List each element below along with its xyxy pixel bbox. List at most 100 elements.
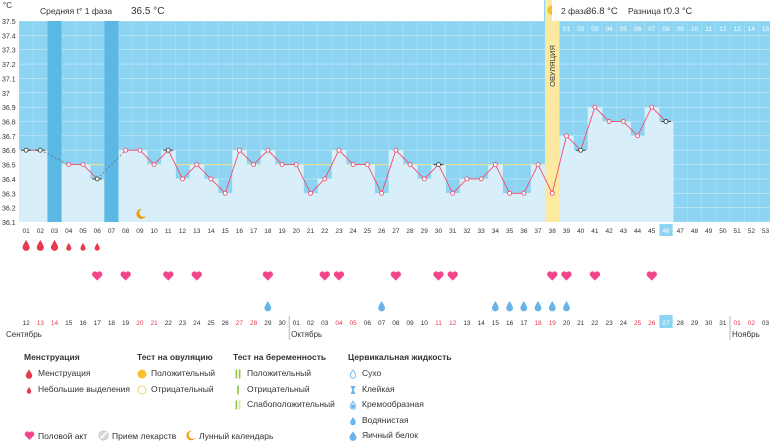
sticky-icon — [350, 385, 356, 394]
calendar-date-label: 14 — [478, 320, 486, 327]
legend-cervical: Цервикальная жидкость Сухо Клейкая Кремо… — [348, 352, 451, 446]
cycle-day-label: 22 — [321, 228, 329, 235]
temperature-line-segment — [139, 149, 155, 165]
ovulation-negative-icon — [137, 385, 147, 394]
temperature-point — [364, 162, 370, 168]
calendar-date-label: 20 — [136, 320, 144, 327]
small-blood-drop-icon — [66, 243, 72, 251]
phase2-label: 2 фаза — [561, 6, 589, 16]
temperature-line-segment — [310, 178, 326, 194]
cycle-day-label: 29 — [421, 228, 429, 235]
temperature-line-segment — [167, 150, 183, 180]
y-tick-label: 36.8 — [2, 120, 16, 127]
temperature-bar — [161, 150, 176, 222]
cycle-day-label: 49 — [705, 228, 713, 235]
cycle-day-label: 47 — [677, 228, 685, 235]
heart-icon — [262, 271, 274, 281]
cycle-day-label: 51 — [733, 228, 741, 235]
temperature-bar — [189, 164, 205, 222]
cycle-day-label: 10 — [150, 228, 158, 235]
egg-white-drop-icon — [264, 301, 272, 312]
temperature-bar — [232, 150, 247, 222]
temperature-point — [535, 162, 541, 168]
temperature-bar — [274, 164, 290, 222]
y-tick-label: 36.9 — [2, 105, 16, 112]
blood-drop-icon — [50, 240, 59, 251]
calendar-date-label: 12 — [449, 320, 457, 327]
ovulation-label: ОВУЛЯЦИЯ — [548, 45, 557, 87]
watery-drop-icon — [350, 416, 356, 425]
legend-item-sticky: Клейкая — [348, 384, 451, 400]
calendar-date-label: 05 — [350, 320, 358, 327]
temperature-line-segment — [366, 164, 383, 194]
cycle-day-label: 42 — [606, 228, 614, 235]
temperature-bar — [530, 164, 546, 222]
temperature-point — [151, 162, 157, 168]
temperature-bar — [118, 150, 134, 222]
calendar-date-label: 26 — [222, 320, 230, 327]
calendar-date-label: 13 — [463, 320, 471, 327]
bbt-chart: ОВУЛЯЦИЯ Средняя t° 1 фаза 36.5 °C 2 фаз… — [2, 0, 770, 340]
cycle-day-label: 18 — [264, 228, 272, 235]
temperature-bar — [19, 150, 34, 222]
legend-label-sticky: Клейкая — [362, 383, 395, 394]
temperature-bar — [602, 121, 617, 222]
temperature-bar — [75, 164, 91, 222]
cycle-day-label: 27 — [392, 228, 400, 235]
legend-item-ovu-negative: Отрицательный — [137, 384, 215, 400]
temperature-point — [23, 147, 29, 153]
temperature-line-segment — [40, 149, 69, 165]
calendar-date-label: 26 — [648, 320, 656, 327]
heart-icon — [92, 271, 103, 281]
calendar-date-label: 16 — [506, 320, 514, 327]
calendar-date-label: 19 — [122, 320, 130, 327]
calendar-date-label: 28 — [677, 320, 685, 327]
cycle-day-label: 39 — [563, 228, 571, 235]
calendar-date-label: 02 — [307, 320, 315, 327]
calendar-date-label: 28 — [250, 320, 258, 327]
cycle-day-label: 46 — [662, 228, 670, 235]
legend-item-watery: Водянистая — [348, 415, 451, 431]
temperature-point — [322, 176, 328, 182]
phase2-day-label: 01 — [563, 26, 571, 33]
heart-icon — [589, 271, 601, 281]
y-tick-label: 37.2 — [2, 62, 16, 69]
legend-item-egg-white: Яичный белок — [348, 430, 451, 446]
calendar-date-label: 04 — [335, 320, 343, 327]
small-blood-drop-icon — [80, 243, 86, 251]
temperature-point — [308, 190, 313, 196]
temperature-point — [336, 147, 342, 153]
calendar-date-label: 22 — [591, 320, 599, 327]
temperature-bar — [474, 178, 489, 222]
legend-ovulation-test: Тест на овуляцию Положительный Отрицател… — [137, 352, 215, 399]
cycle-day-label: 31 — [449, 228, 457, 235]
y-tick-label: 37.3 — [2, 48, 16, 55]
calendar-date-label: 22 — [165, 320, 173, 327]
temperature-line-segment — [551, 135, 567, 194]
legend-item-creamy: Кремообразная — [348, 399, 451, 415]
temperature-bar — [175, 178, 191, 222]
calendar-date-label: 25 — [634, 320, 642, 327]
legend-item-dry: Сухо — [348, 368, 451, 384]
creamy-drop-icon — [349, 400, 357, 410]
cycle-day-label: 50 — [719, 228, 727, 235]
legend-medication: Прием лекарств — [98, 430, 176, 441]
cycle-day-label: 03 — [51, 228, 59, 235]
y-tick-label: 36.1 — [2, 220, 16, 227]
legend-label-ovu-negative: Отрицательный — [151, 383, 214, 394]
heart-icon — [646, 271, 657, 281]
phase2-day-label: 03 — [591, 26, 599, 33]
temperature-bar — [331, 150, 347, 222]
temperature-line-segment — [423, 164, 439, 180]
temperature-bar — [289, 164, 304, 222]
temperature-bar — [303, 193, 319, 222]
temperature-point — [208, 176, 214, 182]
calendar-date-label: 17 — [520, 320, 528, 327]
cycle-day-label: 14 — [207, 228, 215, 235]
temperature-line-segment — [295, 164, 311, 194]
cycle-day-label: 20 — [293, 228, 301, 235]
phase2-day-label: 11 — [705, 26, 712, 33]
calendar-date-label: 21 — [577, 320, 585, 327]
cycle-day-label: 33 — [478, 228, 486, 235]
temperature-line-segment — [594, 106, 610, 122]
